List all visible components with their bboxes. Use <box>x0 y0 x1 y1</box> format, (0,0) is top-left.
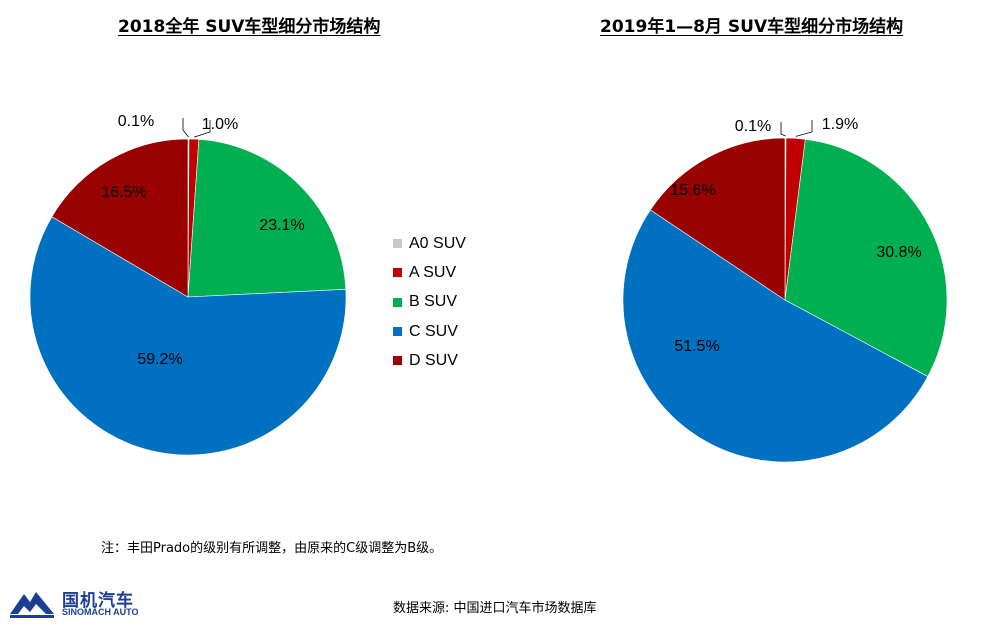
pie-data-label: 59.2% <box>137 351 182 368</box>
leader-line <box>780 122 786 137</box>
leader-line <box>193 120 211 138</box>
legend-swatch <box>393 297 402 307</box>
pie-data-label: 0.1% <box>118 113 154 130</box>
legend-item-a0: A0 SUV <box>393 229 466 258</box>
legend-swatch <box>393 356 402 366</box>
pie-data-label: 1.9% <box>822 116 858 133</box>
pie-slice-d-suv <box>649 137 786 301</box>
legend-label: C SUV <box>409 322 458 340</box>
pie-data-label: 15.6% <box>670 182 715 199</box>
logo-text-cn: 国机汽车 <box>62 591 134 611</box>
legend-item-b: B SUV <box>393 288 466 317</box>
pie-slice-b-suv <box>187 139 347 298</box>
pie-data-label: 16.5% <box>101 184 146 201</box>
pie-data-label: 23.1% <box>259 217 304 234</box>
legend-label: A SUV <box>409 263 457 281</box>
legend-swatch <box>393 268 402 278</box>
chart-title-2019: 2019年1—8月 SUV车型细分市场结构 <box>600 17 904 37</box>
footnote: 注：丰田Prado的级别有所调整，由原来的C级调整为B级。 <box>101 541 443 556</box>
legend-label: B SUV <box>409 293 458 311</box>
pie-data-label: 0.1% <box>735 118 771 135</box>
legend-swatch <box>393 239 402 249</box>
sinomach-logo: 国机汽车 SINOMACH AUTO <box>8 584 158 624</box>
pie-chart-2018: 0.1% 1.0% 23.1% 59.2% 16.5% <box>29 113 347 456</box>
legend-label: D SUV <box>409 351 458 369</box>
chart-title-2018: 2018全年 SUV车型细分市场结构 <box>118 17 381 37</box>
leader-line <box>795 120 813 137</box>
legend: A0 SUV A SUV B SUV C SUV D SUV <box>393 229 466 375</box>
legend-item-d: D SUV <box>393 346 466 375</box>
data-source: 数据来源: 中国进口汽车市场数据库 <box>393 601 597 616</box>
pie-slice-b-suv <box>784 138 948 377</box>
legend-item-a: A SUV <box>393 258 466 287</box>
legend-label: A0 SUV <box>409 234 466 252</box>
pie-data-label: 1.0% <box>202 116 238 133</box>
pie-data-label: 51.5% <box>674 338 719 355</box>
pie-data-label: 30.8% <box>876 244 921 261</box>
pie-slice-c-suv <box>622 209 929 463</box>
mountain-car-logo-icon <box>10 592 54 618</box>
legend-item-c: C SUV <box>393 317 466 346</box>
logo-text-en: SINOMACH AUTO <box>62 607 139 617</box>
pie-chart-2019: 0.1% 1.9% 30.8% 51.5% 15.6% <box>622 116 948 463</box>
legend-swatch <box>393 327 402 337</box>
pie-slice-d-suv <box>51 138 189 298</box>
leader-line <box>182 118 189 138</box>
pie-slice-c-suv <box>29 216 347 456</box>
